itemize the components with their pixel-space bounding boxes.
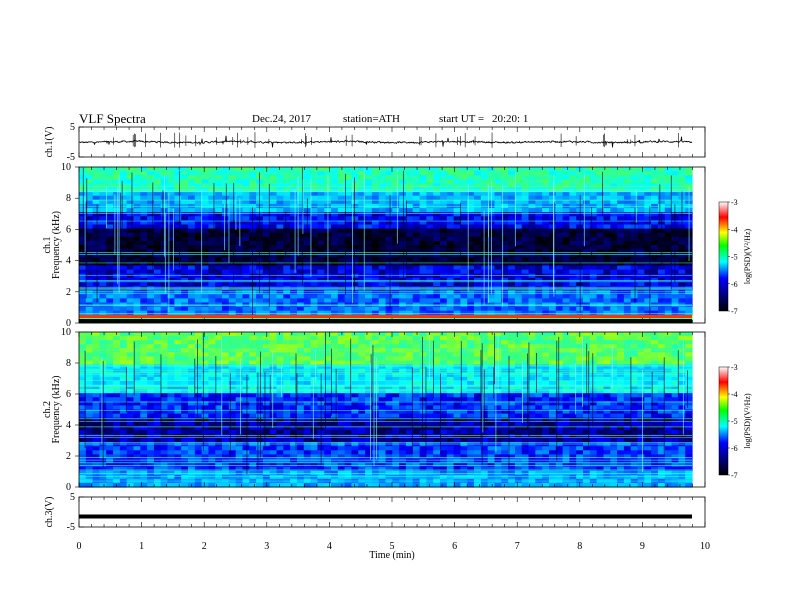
x-tick-label: 5 xyxy=(390,541,395,552)
ch1-spectrogram-lowband-dark xyxy=(79,319,692,323)
ch2-spectrogram-colorbar-tick: -6 xyxy=(731,444,738,453)
x-tick-label: 3 xyxy=(264,541,269,552)
x-tick-label: 7 xyxy=(515,541,520,552)
ch2-spectrogram-ytick: 0 xyxy=(66,482,71,493)
ch1-spectrogram-ytick: 0 xyxy=(66,318,71,329)
ch1-waveform-ytick-top: 5 xyxy=(70,122,75,133)
ch1-spectrogram-ylabel2: Frequency (kHz) xyxy=(51,211,62,279)
ch3-waveform-trace xyxy=(79,514,692,519)
ch2-spectrogram-colorbar-tick: -7 xyxy=(731,471,738,480)
ch1-spectrogram-colorbar-tick: -3 xyxy=(731,198,738,207)
colorbar-ch1: -3 -4 -5 -6 -7 log(PSD)(V²/Hz) xyxy=(718,198,752,316)
ch2-spectrogram-image xyxy=(79,332,693,488)
x-axis: 0 1 2 3 4 5 6 7 8 9 10 Time (min) xyxy=(77,541,711,561)
start-label: start UT = xyxy=(439,113,485,125)
ch2-spectrogram-colorbar-tick: -3 xyxy=(731,363,738,372)
x-tick-label: 1 xyxy=(139,541,144,552)
x-tick-label: 8 xyxy=(577,541,582,552)
ch2-spectrogram-colorbar-strip xyxy=(718,366,729,476)
ch2-spectrogram-ytick: 2 xyxy=(66,451,71,462)
ch1-waveform-trace xyxy=(78,135,693,148)
ch1-spectrogram-colorbar-tick: -6 xyxy=(731,280,738,289)
x-tick-label: 2 xyxy=(202,541,207,552)
ch1-spectrogram-colorbar-tick: -7 xyxy=(731,307,738,316)
x-tick-label: 0 xyxy=(77,541,82,552)
ch2-spectrogram-ytick: 4 xyxy=(66,420,71,431)
ch1-spectrogram-ytick: 6 xyxy=(66,224,71,235)
ch2-spectrogram-colorbar-label: log(PSD)(V²/Hz) xyxy=(743,393,752,449)
ch3-panel: 5 -5 ch.3(V) xyxy=(44,492,706,533)
ch1-spectrogram-image xyxy=(79,167,693,324)
ch2-spectrogram-ylabel: ch.2 xyxy=(42,401,53,418)
colorbar-ch2: -3 -4 -5 -6 -7 log(PSD)(V²/Hz) xyxy=(718,363,752,480)
x-tick-label: 4 xyxy=(327,541,332,552)
ch1-waveform-ytick-bottom: -5 xyxy=(67,152,75,163)
ch1-spectrogram-colorbar-tick: -4 xyxy=(731,225,738,234)
ch1-spectrogram-ylabel: ch.1 xyxy=(42,237,53,254)
ch1-spectrogram-lowband xyxy=(79,315,692,318)
ch2-spectrogram-ytick: 8 xyxy=(66,358,71,369)
ch1-spectrogram-colorbar-label: log(PSD)(V²/Hz) xyxy=(743,229,752,285)
station-label: station=ATH xyxy=(343,113,400,125)
start-time: 20:20: 1 xyxy=(492,113,529,125)
chart-title: VLF Spectra xyxy=(79,111,146,126)
ch1-waveform-ylabel: ch.1(V) xyxy=(44,127,55,158)
ch1-spectrogram-colorbar-tick: -5 xyxy=(731,253,738,262)
ch2-spectrogram-colorbar-tick: -4 xyxy=(731,390,738,399)
x-tick-label: 10 xyxy=(700,541,710,552)
ch3-waveform-ytick-top: 5 xyxy=(70,492,75,503)
ch1-spectrogram-ytick: 10 xyxy=(61,162,71,173)
ch2-spectrogram-ylabel2: Frequency (kHz) xyxy=(51,375,62,443)
x-tick-label: 6 xyxy=(452,541,457,552)
x-axis-label: Time (min) xyxy=(369,550,414,561)
ch2-spectrogram-colorbar-tick: -5 xyxy=(731,417,738,426)
date-label: Dec.24, 2017 xyxy=(252,113,311,125)
ch2-spectrogram-ytick: 10 xyxy=(61,327,71,338)
ch1-spectrogram-ytick: 2 xyxy=(66,287,71,298)
ch1-spectrogram-colorbar-strip xyxy=(718,201,729,312)
ch1-panel: 5 -5 ch.1(V) xyxy=(44,122,706,163)
ch3-waveform-ylabel: ch.3(V) xyxy=(44,497,55,528)
ch1-spectrogram-ytick: 4 xyxy=(66,256,71,267)
x-tick-label: 9 xyxy=(640,541,645,552)
ch3-waveform-ytick-bottom: -5 xyxy=(67,522,75,533)
ch2-spectrogram-ytick: 6 xyxy=(66,389,71,400)
ch1-spectrogram-ytick: 8 xyxy=(66,193,71,204)
